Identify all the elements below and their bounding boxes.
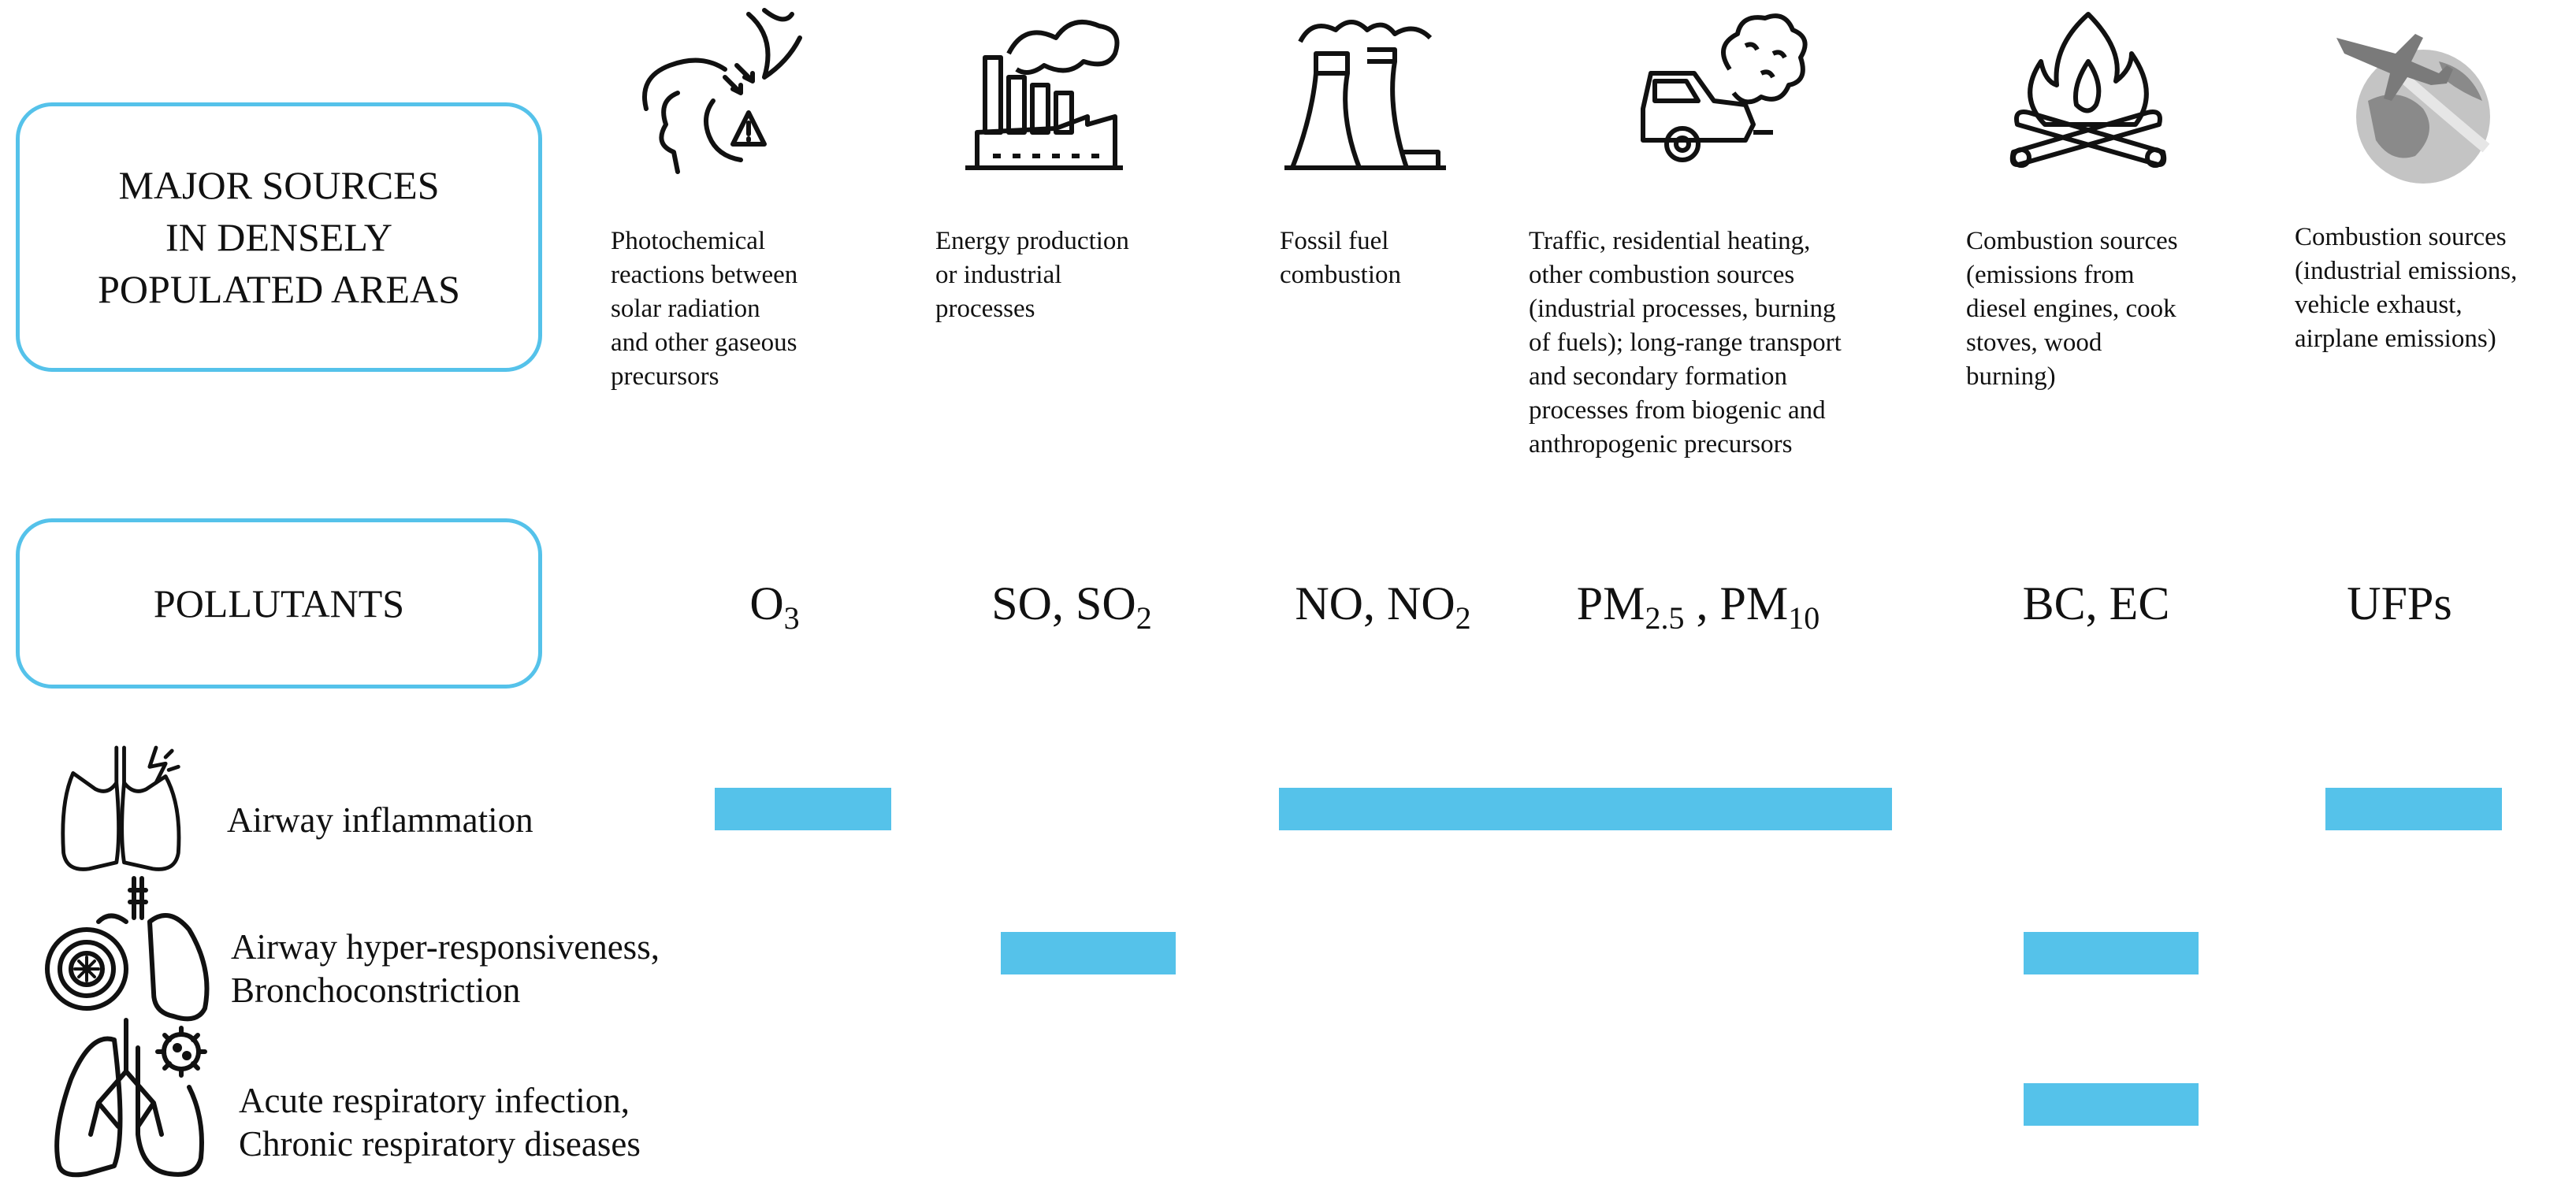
pollutant-ufps: UFPs xyxy=(2269,572,2530,635)
pollutant-pm: PM2.5 , PM10 xyxy=(1568,572,1828,635)
bar-hyperresponsiveness-bc-ec xyxy=(2024,932,2199,974)
effect-label-hyper-responsiveness: Airway hyper-responsiveness, Bronchocons… xyxy=(231,927,660,1010)
pollutants-box: POLLUTANTS xyxy=(16,518,542,689)
pollutants-title: POLLUTANTS xyxy=(153,581,405,625)
source-text-combustion-diesel: Combustion sources (emissions from diese… xyxy=(1966,227,2178,391)
source-text-traffic: Traffic, residential heating, other comb… xyxy=(1529,227,1842,458)
pollutant-no2-sub: 2 xyxy=(1455,600,1471,636)
major-sources-title: MAJOR SOURCES IN DENSELY POPULATED AREAS xyxy=(98,163,460,311)
campfire-icon xyxy=(2009,12,2167,168)
pollutant-bc-ec: BC, EC xyxy=(1966,572,2226,635)
pollutant-o3-text: O xyxy=(749,577,784,629)
bar-infection-bc-ec xyxy=(2024,1083,2199,1126)
pollutant-ufps-text: UFPs xyxy=(2347,577,2452,629)
sun-smog-face-icon xyxy=(642,8,802,174)
source-text-energy-production: Energy production or industrial processe… xyxy=(935,227,1129,323)
pollutant-no2-text: NO, NO xyxy=(1295,577,1455,629)
lungs-virus-icon xyxy=(54,1018,207,1178)
bar-hyperresponsiveness-so2 xyxy=(1001,932,1176,974)
cooling-tower-icon xyxy=(1284,20,1446,170)
bar-inflammation-ufps xyxy=(2325,788,2502,830)
bar-inflammation-no2-pm xyxy=(1279,788,1892,830)
source-text-fossil-fuel: Fossil fuel combustion xyxy=(1280,227,1401,289)
pollutant-pm10-text: , PM xyxy=(1684,577,1789,629)
source-text-combustion-airplane: Combustion sources (industrial emissions… xyxy=(2295,223,2518,353)
pollutant-bc-ec-text: BC, EC xyxy=(2022,577,2170,629)
lungs-constriction-icon xyxy=(45,876,210,1022)
major-sources-box: MAJOR SOURCES IN DENSELY POPULATED AREAS xyxy=(16,102,542,372)
pollutant-pm25-sub: 2.5 xyxy=(1645,600,1685,636)
pollutant-so2-sub: 2 xyxy=(1136,600,1152,636)
lungs-lightning-icon xyxy=(61,745,181,871)
pollutant-no2: NO, NO2 xyxy=(1253,572,1513,635)
effect-label-airway-inflammation: Airway inflammation xyxy=(227,800,533,840)
effect-label-respiratory-infection: Acute respiratory infection, Chronic res… xyxy=(239,1081,641,1164)
pollutant-so2: SO, SO2 xyxy=(942,572,1202,635)
airplane-globe-icon xyxy=(2336,34,2490,184)
car-exhaust-icon xyxy=(1641,13,1808,162)
pollutant-o3: O3 xyxy=(645,572,905,635)
source-text-photochemical: Photochemical reactions between solar ra… xyxy=(611,227,798,391)
pollutant-pm25-text: PM xyxy=(1576,577,1645,629)
pollutant-so2-text: SO, SO xyxy=(991,577,1136,629)
bar-inflammation-o3 xyxy=(715,788,891,830)
pollutant-o3-sub: 3 xyxy=(783,600,800,636)
pollutant-pm10-sub: 10 xyxy=(1788,600,1820,636)
factory-icon xyxy=(965,20,1123,170)
